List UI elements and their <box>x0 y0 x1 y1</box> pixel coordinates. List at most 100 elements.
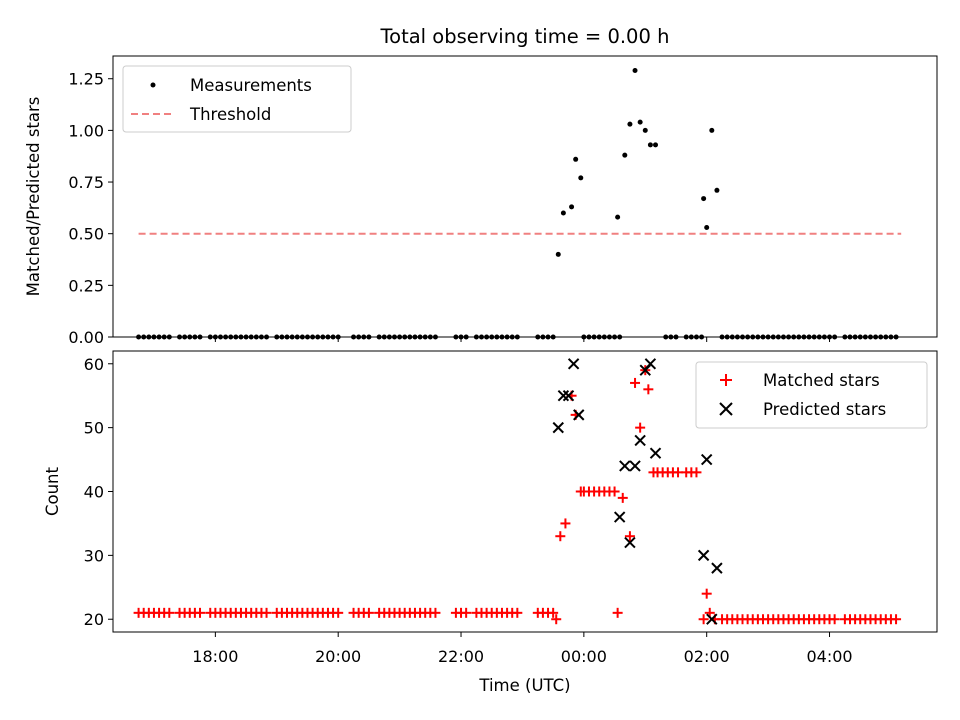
matched-star-point <box>891 614 902 625</box>
x-tick-label: 20:00 <box>315 647 361 666</box>
matched-star-point <box>643 384 654 395</box>
matched-star-point <box>635 422 646 433</box>
matched-star-point <box>609 486 620 497</box>
top-panel: 0.00 0.25 0.50 0.75 1.00 1.25 Matched/Predict… <box>24 55 938 347</box>
predicted-star-point <box>697 549 710 562</box>
measurement-point <box>647 142 653 148</box>
bottom-axes-frame <box>112 350 938 633</box>
matched-star-point <box>261 607 272 618</box>
measurement-point <box>632 67 638 73</box>
measurement-point <box>573 156 579 162</box>
top-y-tick-label: 0.50 <box>68 225 104 244</box>
measurement-point <box>560 210 566 216</box>
predicted-star-point <box>567 358 580 370</box>
matched-star-point <box>624 531 635 542</box>
predicted-star-point <box>562 389 575 402</box>
matched-star-point <box>701 588 712 599</box>
predicted-star-point <box>649 447 662 459</box>
bottom-x-axis: 18:00 20:00 22:00 00:00 02:00 04:00 <box>192 632 853 666</box>
bottom-legend: Matched stars Predicted stars <box>695 361 928 429</box>
matched-star-point <box>164 607 175 618</box>
top-axes-frame <box>112 55 938 338</box>
predicted-star-point <box>634 434 646 447</box>
matched-stars-series <box>133 365 902 625</box>
predicted-star-point <box>619 460 631 472</box>
measurement-point <box>555 251 561 257</box>
x-tick-label: 00:00 <box>561 647 607 666</box>
measurement-point <box>578 175 584 181</box>
predicted-star-point <box>629 460 641 472</box>
measurement-point <box>714 187 720 193</box>
matched-star-point <box>333 607 344 618</box>
measurement-point <box>637 119 643 125</box>
legend-predicted-label: Predicted stars <box>763 400 886 419</box>
measurement-point <box>704 224 710 230</box>
matched-star-point <box>630 377 641 388</box>
top-legend-box <box>122 65 352 133</box>
measurement-point <box>622 152 628 158</box>
top-y-axis-label: Matched/Predicted stars <box>24 97 43 297</box>
bottom-y-axis: 20 30 40 50 60 <box>84 355 113 629</box>
top-x-axis <box>214 337 831 342</box>
x-tick-label: 18:00 <box>192 647 238 666</box>
measurement-point <box>709 127 715 133</box>
top-y-tick-label: 1.00 <box>68 121 104 140</box>
matched-star-point <box>555 531 566 542</box>
predicted-star-point <box>706 613 718 625</box>
top-y-axis: 0.00 0.25 0.50 0.75 1.00 1.25 <box>68 70 113 347</box>
predicted-star-point <box>573 409 585 421</box>
matched-star-point <box>691 467 702 478</box>
predicted-star-point <box>700 453 713 466</box>
bottom-y-tick-label: 40 <box>84 483 104 502</box>
bottom-y-tick-label: 30 <box>84 546 104 565</box>
matched-star-point <box>195 607 206 618</box>
matched-star-point <box>461 607 472 618</box>
matched-star-point <box>363 607 374 618</box>
matched-star-point <box>430 607 441 618</box>
matched-star-point <box>612 607 623 618</box>
legend-measurements-label: Measurements <box>190 76 312 95</box>
predicted-stars-series <box>552 358 723 625</box>
measurement-point <box>701 196 707 202</box>
matched-star-point <box>829 614 840 625</box>
predicted-star-point <box>624 536 636 549</box>
legend-matched-marker <box>720 374 732 386</box>
bottom-legend-box <box>695 361 928 429</box>
x-tick-label: 04:00 <box>806 647 852 666</box>
bottom-y-axis-label: Count <box>43 466 62 516</box>
matched-star-point <box>698 614 709 625</box>
legend-threshold-label: Threshold <box>189 105 271 124</box>
bottom-y-tick-label: 20 <box>84 610 104 629</box>
measurements-series <box>136 67 899 340</box>
measurement-point <box>615 214 621 220</box>
top-y-tick-label: 0.00 <box>68 328 104 347</box>
x-tick-label: 02:00 <box>684 647 730 666</box>
bottom-panel: 20 30 40 50 60 18:00 20:00 22:00 00:00 02:00 04:0… <box>43 350 938 695</box>
top-y-tick-label: 1.25 <box>68 70 104 89</box>
matched-star-point <box>548 607 559 618</box>
legend-matched-label: Matched stars <box>763 371 880 390</box>
top-y-tick-label: 0.75 <box>68 173 104 192</box>
matched-star-point <box>560 518 571 529</box>
predicted-star-point <box>711 562 723 574</box>
predicted-star-point <box>644 358 657 370</box>
legend-measurements-marker <box>150 82 156 88</box>
x-tick-label: 22:00 <box>438 647 484 666</box>
bottom-y-tick-label: 50 <box>84 419 104 438</box>
top-y-tick-label: 0.25 <box>68 276 104 295</box>
measurement-point <box>569 204 575 210</box>
measurement-point <box>627 121 633 127</box>
predicted-star-point <box>613 511 626 523</box>
legend-predicted-marker <box>719 402 733 416</box>
matched-star-point <box>551 614 562 625</box>
measurement-point <box>653 142 659 148</box>
x-axis-label: Time (UTC) <box>478 676 570 695</box>
predicted-star-point <box>552 421 564 434</box>
bottom-y-tick-label: 60 <box>84 355 104 374</box>
measurement-point <box>642 127 648 133</box>
chart-title: Total observing time = 0.00 h <box>380 25 670 48</box>
predicted-star-point <box>557 389 570 402</box>
matched-star-point <box>512 607 523 618</box>
top-legend: Measurements Threshold <box>122 65 352 133</box>
